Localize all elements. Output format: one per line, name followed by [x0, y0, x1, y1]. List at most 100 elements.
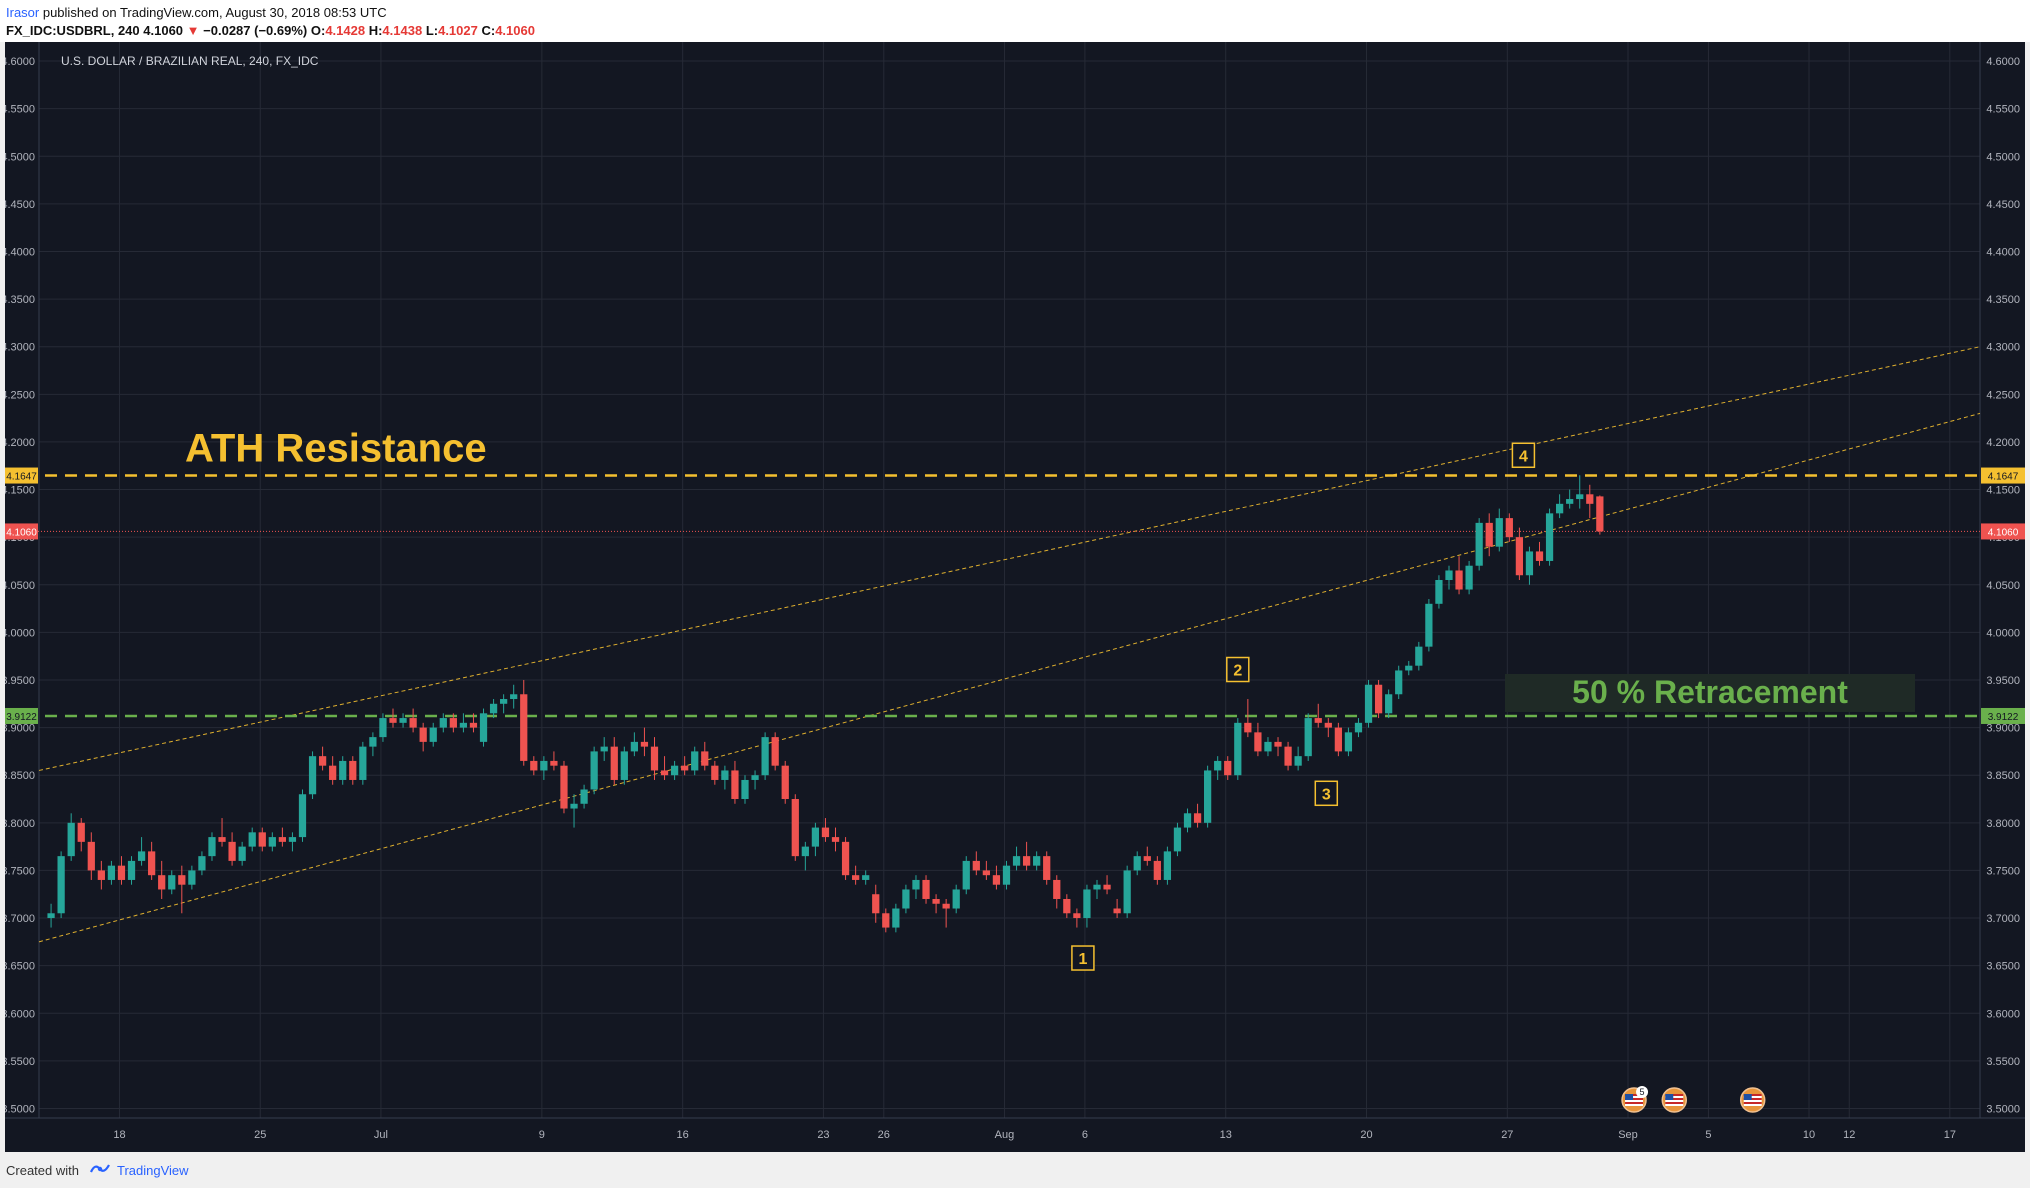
candle-body	[359, 746, 367, 780]
flag-stripe	[1625, 1094, 1644, 1096]
candle	[228, 832, 236, 866]
candle	[308, 751, 317, 800]
candle	[670, 760, 679, 780]
candle-body	[399, 718, 407, 723]
candle	[1495, 508, 1503, 552]
channel-line	[38, 412, 1981, 943]
candle-body	[228, 841, 236, 861]
candle	[952, 884, 960, 914]
candle-body	[570, 803, 578, 809]
candle	[530, 756, 538, 776]
candle-body	[1555, 503, 1564, 514]
candle-body	[1043, 856, 1051, 880]
y-tick-label-left: 3.5500	[5, 1056, 35, 1068]
candle	[389, 708, 397, 728]
event-count-badge	[1636, 1086, 1649, 1098]
candle-body	[882, 913, 890, 928]
candle-body	[1103, 884, 1111, 890]
low-label: L:	[425, 23, 439, 38]
candle-body	[208, 837, 216, 857]
us-flag-event-icon	[1661, 1087, 1688, 1113]
x-tick-label: Aug	[995, 1129, 1015, 1141]
candles[interactable]	[47, 475, 1604, 933]
candle	[1395, 665, 1403, 700]
candle	[520, 679, 528, 766]
candle	[942, 898, 950, 928]
candle-body	[590, 751, 598, 790]
x-tick-label: 10	[1803, 1129, 1815, 1141]
price-change: −0.0287 (−0.69%)	[203, 23, 308, 38]
y-tick-label-left: 4.4500	[5, 199, 35, 211]
candle	[932, 894, 940, 914]
candle-body	[1566, 499, 1574, 504]
candle	[1596, 495, 1604, 535]
candle-body	[1063, 898, 1071, 914]
candle-body	[1143, 856, 1151, 861]
candle	[248, 827, 256, 852]
candle	[580, 784, 588, 809]
candle	[1002, 860, 1011, 890]
candle-body	[841, 841, 850, 876]
candle-body	[1455, 570, 1463, 590]
candle	[962, 856, 970, 895]
flag-stripe	[1665, 1102, 1684, 1104]
candle	[1455, 556, 1463, 595]
candle	[711, 760, 719, 785]
candle	[439, 713, 447, 733]
candle	[550, 751, 558, 771]
candle	[137, 837, 146, 866]
candle-body	[67, 822, 75, 857]
candle-body	[1445, 570, 1453, 580]
y-tick-label-right: 3.6000	[1986, 1008, 2020, 1020]
y-tick-label-left: 4.0500	[5, 580, 35, 592]
candle-body	[148, 851, 156, 876]
x-tick-label: 6	[1082, 1129, 1088, 1141]
candlestick-chart[interactable]: 4.6000 4.6000 4.5500 4.5500 4.5000 4.5000 4.45…	[5, 42, 2025, 1152]
y-tick-label-right: 3.8000	[1986, 818, 2020, 830]
candle	[479, 708, 488, 747]
tradingview-link[interactable]: TradingView	[117, 1163, 189, 1178]
candle	[1153, 856, 1161, 885]
candle	[1445, 565, 1453, 590]
author-link[interactable]: Irasor	[6, 5, 40, 20]
candle	[1033, 851, 1041, 871]
y-tick-label-right: 4.5500	[1986, 104, 2020, 116]
candle	[268, 832, 276, 852]
channel-lines	[38, 346, 1981, 943]
candle	[972, 851, 980, 876]
candle	[1415, 641, 1423, 671]
candle-body	[127, 860, 136, 880]
level-price-tag-right	[1981, 467, 2025, 484]
y-tick-label-left: 4.3500	[5, 294, 35, 306]
publish-header: Irasor published on TradingView.com, Aug…	[0, 0, 2030, 42]
candle-body	[620, 751, 628, 780]
candle	[1465, 560, 1473, 595]
candle	[369, 732, 377, 757]
candle-body	[1535, 551, 1544, 561]
y-tick-label-right: 3.9000	[1986, 723, 2020, 735]
candle-body	[1354, 722, 1363, 733]
candle	[992, 865, 1001, 890]
candle	[469, 713, 478, 733]
candle-body	[1515, 537, 1524, 576]
candle-body	[1485, 522, 1493, 547]
y-tick-label-left: 4.5000	[5, 151, 35, 163]
candle-body	[731, 770, 739, 800]
candle-body	[550, 760, 558, 766]
y-tick-label-left: 4.3000	[5, 342, 35, 354]
y-tick-label-right: 4.5000	[1986, 151, 2020, 163]
candle	[1244, 699, 1252, 738]
us-flag-event-icon: 5	[1621, 1086, 1649, 1113]
candle-body	[711, 765, 719, 780]
candle-body	[1153, 860, 1161, 880]
y-tick-label-right: 4.2000	[1986, 437, 2020, 449]
us-flag-event-icon	[1739, 1087, 1766, 1113]
candle-body	[379, 718, 387, 738]
x-tick-label: 23	[817, 1129, 829, 1141]
candle	[1344, 727, 1353, 757]
ath-resistance-label: ATH Resistance	[185, 427, 487, 471]
chart-panel[interactable]: 4.6000 4.6000 4.5500 4.5500 4.5000 4.5000 4.45…	[5, 42, 2025, 1152]
candle-body	[268, 837, 276, 847]
candle-body	[831, 837, 840, 842]
candle	[560, 760, 568, 814]
